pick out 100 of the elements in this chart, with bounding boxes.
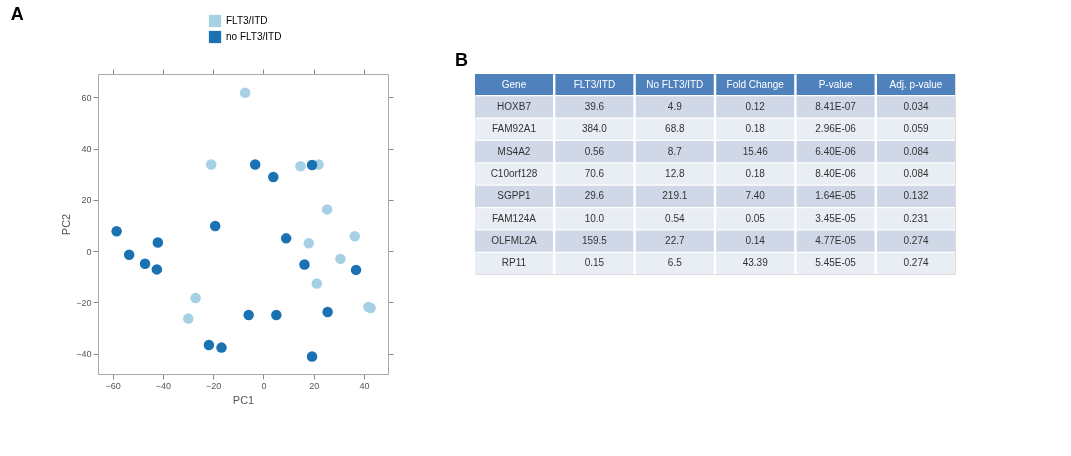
point — [123, 249, 135, 260]
text: B — [455, 50, 468, 70]
text: 0.132 — [903, 190, 929, 202]
point — [203, 339, 215, 351]
x-tick-label: −60 — [105, 380, 121, 391]
point — [322, 306, 333, 318]
y-tick-label: −20 — [76, 297, 92, 308]
text: 12.8 — [665, 168, 685, 179]
point — [151, 264, 163, 275]
text: 10.0 — [584, 212, 605, 224]
category-label: Gene — [501, 78, 527, 90]
point — [243, 309, 254, 321]
text: OLFML2A — [491, 235, 537, 247]
point — [299, 259, 310, 270]
text: 2.96E-06 — [815, 123, 856, 135]
point — [216, 342, 227, 353]
text: 5.45E-05 — [815, 257, 856, 269]
text: 0.54 — [665, 212, 685, 224]
point — [111, 225, 122, 237]
text: 0.18 — [745, 123, 765, 135]
category-label: FLT3/ITD — [573, 78, 616, 90]
text: SGPP1 — [497, 190, 531, 202]
text: 0.15 — [584, 257, 605, 269]
text: 6.40E-06 — [815, 145, 856, 157]
text: 68.8 — [665, 123, 685, 135]
point — [306, 159, 318, 171]
y-tick-label: −40 — [76, 349, 92, 360]
text: 1.64E-05 — [815, 190, 856, 202]
x-tick-label: −20 — [206, 380, 222, 391]
legend-label: no FLT3/ITD — [226, 31, 282, 42]
point — [303, 238, 315, 249]
text: 0.274 — [903, 235, 929, 247]
text: 0.034 — [903, 100, 929, 112]
text: HOXB7 — [497, 100, 531, 112]
point — [190, 292, 201, 304]
point — [295, 161, 306, 172]
text: 8.41E-07 — [815, 100, 856, 112]
text: C10orf128 — [490, 168, 538, 179]
y-axis-title: PC2 — [60, 213, 73, 236]
legend-label: FLT3/ITD — [226, 15, 268, 26]
category-label: Fold Change — [726, 78, 785, 90]
x-tick-label: −40 — [155, 380, 172, 391]
x-tick-label: 40 — [359, 380, 370, 391]
point — [205, 159, 217, 170]
point — [321, 204, 333, 215]
point — [280, 233, 292, 244]
point — [349, 231, 361, 242]
text: 0.12 — [745, 100, 765, 112]
point — [271, 309, 282, 321]
category-label: No FLT3/ITD — [646, 78, 704, 90]
y-tick-label: 0 — [86, 246, 92, 257]
point — [249, 159, 261, 170]
point — [209, 220, 221, 232]
text: 8.40E-06 — [815, 168, 856, 179]
text: 384.0 — [581, 123, 607, 135]
text: 0.05 — [745, 212, 765, 224]
text: 0.274 — [903, 257, 929, 269]
y-tick-label: 40 — [81, 144, 92, 155]
point — [335, 253, 346, 265]
text: 0.059 — [903, 123, 929, 135]
text: 0.084 — [903, 168, 929, 179]
point — [268, 171, 279, 183]
point — [239, 87, 251, 98]
text: 4.77E-05 — [815, 235, 856, 247]
category-label: P-value — [818, 78, 853, 90]
point — [152, 237, 164, 248]
text: 0.18 — [745, 168, 765, 179]
text: 0.231 — [903, 212, 929, 224]
chart-title: A — [10, 3, 24, 24]
x-axis-title: PC1 — [232, 393, 255, 406]
text: 29.6 — [584, 190, 605, 202]
x-tick-label: 0 — [261, 380, 267, 391]
text: 219.1 — [662, 190, 688, 202]
text: RP11 — [501, 257, 527, 269]
text: 39.6 — [584, 100, 605, 112]
point — [139, 258, 151, 269]
y-tick-label: 20 — [81, 195, 92, 206]
text: 0.14 — [745, 235, 765, 247]
text: 6.5 — [667, 257, 682, 269]
text: 0.084 — [903, 145, 929, 157]
text: FAM124A — [492, 212, 536, 224]
text: 43.39 — [742, 257, 768, 269]
point — [311, 278, 323, 289]
text: 159.5 — [581, 235, 607, 247]
point — [306, 351, 318, 362]
point — [183, 313, 194, 324]
text: 15.46 — [742, 145, 768, 157]
text: 3.45E-05 — [815, 212, 856, 224]
text: 7.40 — [745, 190, 765, 202]
y-tick-label: 60 — [81, 92, 92, 103]
point — [350, 264, 362, 276]
text: FAM92A1 — [492, 123, 536, 135]
category-label: Adj. p-value — [889, 78, 943, 90]
text: MS4A2 — [497, 145, 531, 157]
text: 8.7 — [667, 145, 682, 157]
x-tick-label: 20 — [309, 380, 320, 391]
text: 4.9 — [667, 100, 682, 112]
text: 70.6 — [584, 168, 605, 179]
text: 22.7 — [665, 235, 685, 247]
text: 0.56 — [584, 145, 605, 157]
